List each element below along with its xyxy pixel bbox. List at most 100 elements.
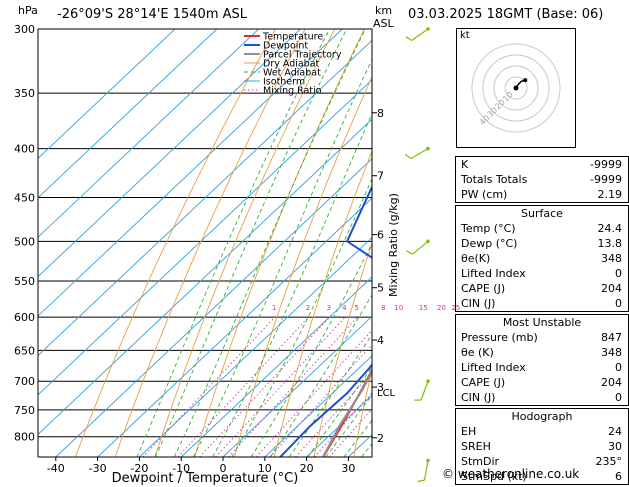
index-label: CAPE (J) [461, 375, 505, 390]
index-value: -9999 [590, 157, 622, 172]
x-tick-label: -40 [47, 462, 65, 475]
index-value: 24.4 [598, 221, 623, 236]
mixing-ratio-label: 20 [437, 304, 446, 312]
mixing-ratio-label: 8 [381, 304, 385, 312]
km-tick-label: 4 [377, 334, 384, 347]
index-label: θe (K) [461, 345, 494, 360]
km-tick-label: 8 [377, 107, 384, 120]
km-tick-label: 2 [377, 432, 384, 445]
pressure-tick-label: 350 [14, 87, 35, 100]
x-axis-label: Dewpoint / Temperature (°C) [112, 471, 299, 486]
pressure-tick-label: 750 [14, 404, 35, 417]
table-row: PW (cm)2.19 [456, 187, 628, 202]
index-label: Temp (°C) [461, 221, 516, 236]
index-label: CAPE (J) [461, 281, 505, 296]
hodograph-storm-motion [514, 86, 519, 91]
table-row: Dewp (°C) 13.8 [456, 236, 628, 251]
pressure-tick-label: 550 [14, 275, 35, 288]
wind-barb-staff [421, 381, 428, 400]
pressure-tick-label: 450 [14, 192, 35, 205]
wind-barb-dot [426, 27, 430, 31]
x-tick-label: 30 [341, 462, 355, 475]
table-row: CAPE (J) 204 [456, 375, 628, 390]
index-value: 235° [596, 454, 623, 469]
pressure-tick-label: 800 [14, 431, 35, 444]
index-value: 204 [601, 375, 622, 390]
wind-barb-dot [426, 240, 430, 244]
index-label: Lifted Index [461, 266, 526, 281]
wind-barb-flag [407, 251, 413, 254]
index-value: 2.19 [598, 187, 623, 202]
wind-barb-flag [418, 480, 425, 481]
hodograph-end-point [523, 78, 527, 82]
table-row: θe (K) 348 [456, 345, 628, 360]
table-row: Pressure (mb) 847 [456, 330, 628, 345]
km-tick-label: 5 [377, 282, 384, 295]
pressure-tick-label: 650 [14, 344, 35, 357]
index-value: 13.8 [598, 236, 623, 251]
index-value: 348 [601, 345, 622, 360]
index-value: -9999 [590, 172, 622, 187]
pressure-tick-label: 400 [14, 143, 35, 156]
index-value: 30 [608, 439, 622, 454]
table-row: CIN (J) 0 [456, 296, 628, 311]
index-value: 0 [615, 390, 622, 405]
mixing-ratio-line [228, 317, 357, 457]
index-label: θe(K) [461, 251, 490, 266]
index-value: 6 [615, 469, 622, 484]
mixing-ratio-label: 10 [394, 304, 403, 312]
pressure-tick-label: 700 [14, 375, 35, 388]
index-label: Pressure (mb) [461, 330, 538, 345]
x-tick-label: 20 [300, 462, 314, 475]
table-row: Temp (°C) 24.4 [456, 221, 628, 236]
index-label: CIN (J) [461, 390, 495, 405]
mixing-ratio-label: 4 [342, 304, 347, 312]
mixing-ratio-line [295, 317, 421, 457]
table-row: CIN (J) 0 [456, 390, 628, 405]
index-label: Totals Totals [461, 172, 527, 187]
index-value: 847 [601, 330, 622, 345]
wind-barb-staff [411, 149, 428, 159]
wind-barb-dot [426, 147, 430, 151]
table-row: θe(K) 348 [456, 251, 628, 266]
section-title: Surface [456, 206, 628, 221]
indices-table: K-9999 Totals Totals -9999 PW (cm)2.19 Su… [455, 156, 629, 487]
wind-barb-staff [413, 241, 428, 254]
x-tick-label: -30 [89, 462, 107, 475]
section-title: Hodograph [456, 409, 628, 424]
wind-barb-staff [425, 460, 428, 480]
pressure-tick-label: 300 [14, 23, 35, 36]
index-value: 0 [615, 266, 622, 281]
mixing-ratio-line [216, 317, 346, 457]
index-value: 0 [615, 296, 622, 311]
mixing-ratio-label: 5 [354, 304, 358, 312]
mixing-ratio-label: 1 [272, 304, 276, 312]
table-row: CAPE (J) 204 [456, 281, 628, 296]
index-value: 24 [608, 424, 622, 439]
index-value: 204 [601, 281, 622, 296]
index-label: SREH [461, 439, 491, 454]
wind-barb-flag [405, 154, 410, 158]
legend-label: Mixing Ratio [263, 86, 322, 97]
most-unstable-section: Most Unstable Pressure (mb)847 θe (K)348… [455, 314, 629, 406]
index-label: CIN (J) [461, 296, 495, 311]
table-row: K-9999 [456, 157, 628, 172]
index-label: Dewp (°C) [461, 236, 517, 251]
indices-top-section: K-9999 Totals Totals -9999 PW (cm)2.19 [455, 156, 629, 203]
table-row: SREH 30 [456, 439, 628, 454]
km-tick-label: 6 [377, 229, 384, 242]
km-tick-label: 7 [377, 170, 384, 183]
index-value: 348 [601, 251, 622, 266]
table-row: Lifted Index 0 [456, 266, 628, 281]
copyright-label: © weatheronline.co.uk [442, 467, 579, 481]
mixing-ratio-label: 3 [327, 304, 331, 312]
mixing-ratio-label: 2 [306, 304, 310, 312]
lcl-label: LCL [377, 388, 396, 399]
pressure-tick-label: 500 [14, 235, 35, 248]
pressure-tick-label: 600 [14, 311, 35, 324]
